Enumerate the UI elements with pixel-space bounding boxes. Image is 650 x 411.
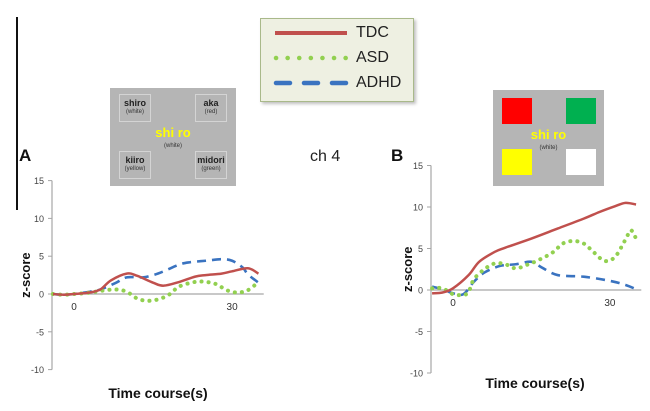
legend-item-adhd: ADHD [261, 73, 413, 95]
y-tick-label: 15 [413, 161, 423, 171]
cell-word: midori [197, 155, 225, 165]
center-sub: (white) [163, 143, 182, 149]
y-tick-label: 10 [34, 214, 44, 224]
x-axis-title: Time course(s) [485, 375, 584, 391]
x-tick-label: 30 [604, 298, 616, 309]
series-line-tdc [431, 201, 637, 295]
panel-label-b: B [391, 146, 404, 165]
x-axis-title: Time course(s) [108, 385, 207, 401]
y-tick-label: 15 [34, 176, 44, 186]
cell-sub: (white) [125, 109, 144, 115]
color-swatch-yellow [502, 149, 532, 175]
cell-sub: (yellow) [124, 166, 146, 172]
y-tick-label: 10 [413, 203, 423, 213]
cell-sub: (green) [201, 166, 221, 172]
y-tick-label: -10 [31, 365, 44, 375]
legend-swatch-adhd [273, 80, 352, 86]
x-tick-label: 0 [71, 302, 77, 313]
legend-label: TDC [356, 24, 389, 41]
center-sub: (white) [539, 145, 558, 151]
chart-legend: TDC ASD ADHD [260, 18, 414, 102]
legend-label: ADHD [356, 74, 402, 91]
stimulus-panel-b: shi ro (white) [493, 90, 604, 186]
stimulus-cell: midori (green) [195, 151, 227, 179]
center-word: shi ro [155, 125, 191, 140]
legend-swatch-tdc [275, 31, 347, 35]
y-axis-title: z-score [400, 246, 415, 292]
series-line-tdc [52, 267, 260, 297]
color-swatch-red [502, 98, 532, 124]
legend-swatch-asd [273, 55, 350, 61]
cell-sub: (red) [204, 109, 218, 115]
stimulus-cell: kiiro (yellow) [119, 151, 151, 179]
color-swatch-green [566, 98, 596, 124]
color-swatch-white [566, 149, 596, 175]
cell-word: aka [203, 98, 219, 108]
y-axis-title: z-score [18, 252, 33, 298]
legend-label: ASD [356, 49, 389, 66]
channel-label: ch 4 [310, 148, 341, 165]
y-tick-label: -10 [410, 369, 423, 379]
cell-word: kiiro [125, 155, 145, 165]
y-tick-label: 0 [39, 290, 44, 300]
series-line-adhd [431, 260, 637, 297]
x-tick-label: 0 [450, 298, 456, 309]
x-tick-label: 30 [227, 302, 239, 313]
y-tick-label: 5 [418, 244, 423, 254]
y-tick-label: -5 [415, 327, 423, 337]
legend-item-asd: ASD [261, 48, 413, 70]
y-tick-label: 0 [418, 286, 423, 296]
stimulus-cell: aka (red) [195, 94, 227, 122]
stimulus-panel-a: shiro (white) aka (red) kiiro (yellow) m… [110, 88, 236, 186]
legend-item-tdc: TDC [261, 23, 413, 45]
panel-label-a: A [19, 146, 32, 165]
series-line-asd [430, 228, 639, 298]
y-tick-label: -5 [36, 327, 44, 337]
center-word: shi ro [530, 127, 567, 142]
divider-line [16, 17, 18, 210]
cell-word: shiro [123, 98, 146, 108]
stimulus-cell: shiro (white) [119, 94, 151, 122]
y-tick-label: 5 [39, 252, 44, 262]
